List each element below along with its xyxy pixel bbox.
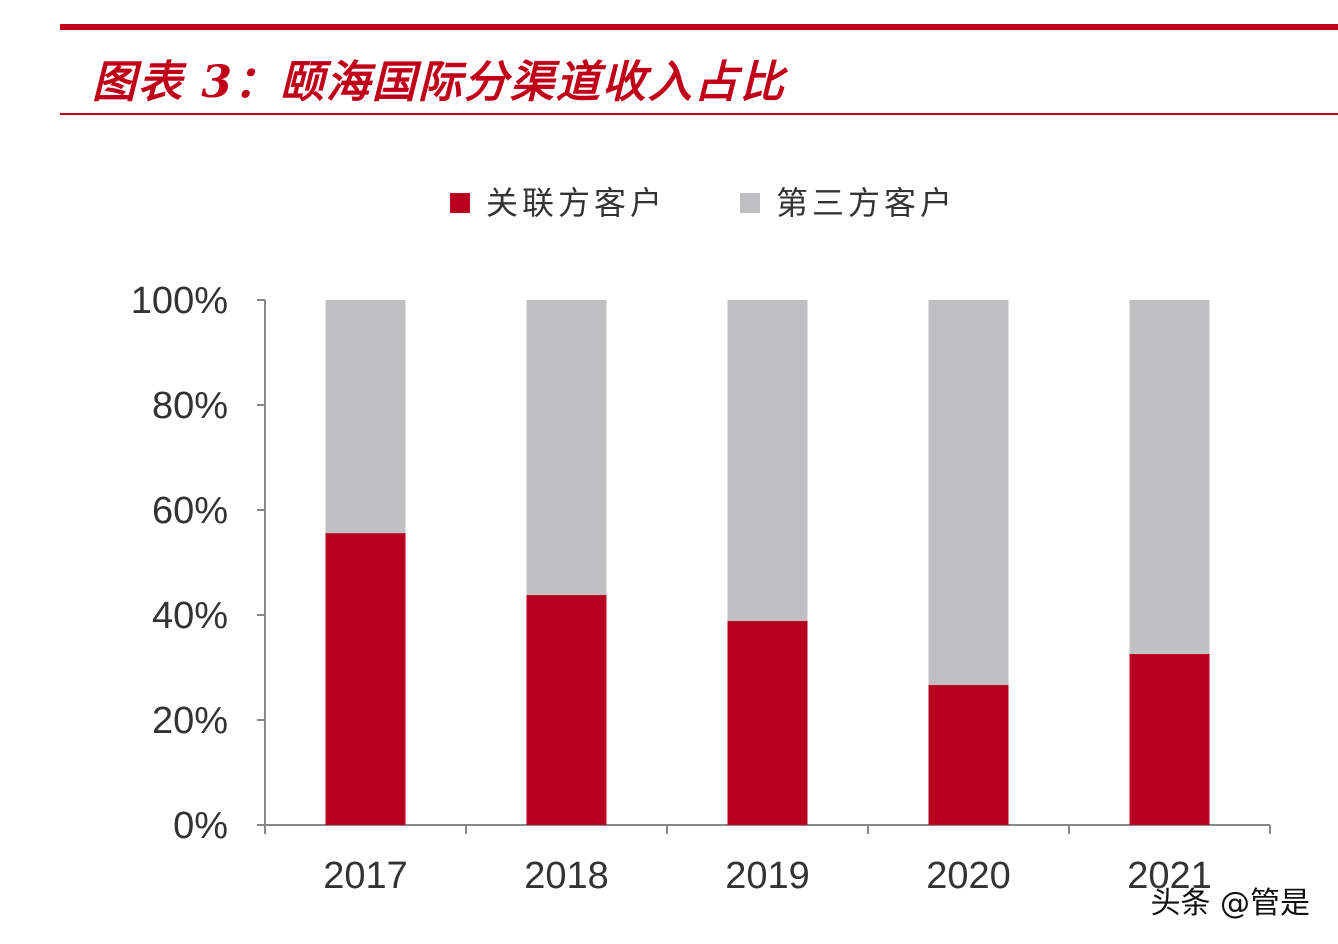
title-rule [60, 113, 1338, 115]
y-tick-label: 20% [152, 700, 228, 742]
legend-swatch [450, 193, 470, 213]
x-tick-label: 2021 [1127, 855, 1212, 897]
chart-title: 图表 3：颐海国际分渠道收入占比 [92, 57, 786, 108]
bar-third-party-2018 [526, 300, 607, 596]
top-rule [60, 24, 1338, 30]
bar-related-party-2020 [928, 684, 1009, 825]
y-tick-label: 100% [131, 280, 228, 322]
bar-related-party-2018 [526, 595, 607, 825]
y-tick-label: 60% [152, 490, 228, 532]
watermark: 头条 @管是 [1150, 886, 1310, 921]
bar-third-party-2019 [727, 300, 808, 621]
y-tick-label: 0% [173, 805, 228, 847]
y-tick-label: 40% [152, 595, 228, 637]
bar-third-party-2020 [928, 300, 1009, 685]
x-tick-label: 2020 [926, 855, 1011, 897]
bar-third-party-2021 [1129, 300, 1210, 654]
x-tick-label: 2019 [725, 855, 810, 897]
legend-label: 关联方客户 [486, 185, 666, 221]
legend-swatch [740, 193, 760, 213]
x-tick-label: 2017 [323, 855, 408, 897]
x-tick-label: 2018 [524, 855, 609, 897]
bar-related-party-2021 [1129, 653, 1210, 825]
bar-related-party-2017 [325, 533, 406, 825]
bar-related-party-2019 [727, 620, 808, 825]
y-tick-label: 80% [152, 385, 228, 427]
bar-third-party-2017 [325, 300, 406, 534]
legend-label: 第三方客户 [776, 185, 956, 221]
